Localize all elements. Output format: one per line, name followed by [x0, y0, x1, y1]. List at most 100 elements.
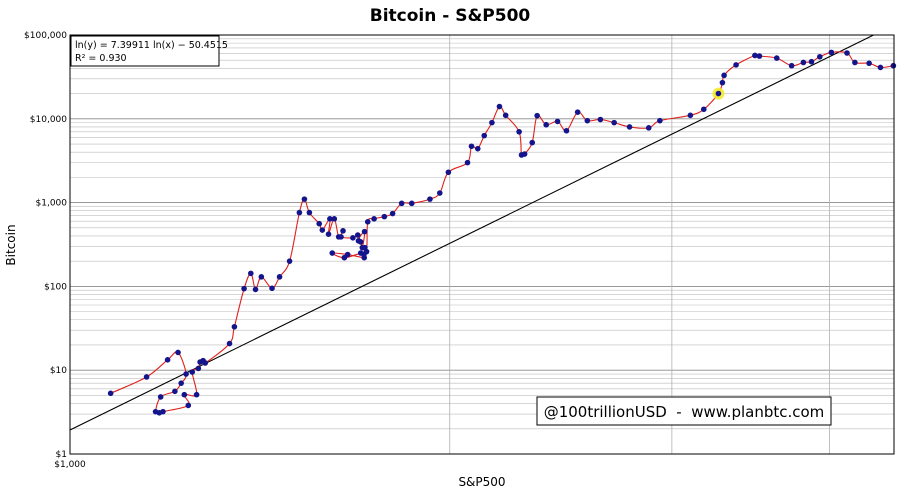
data-point — [350, 235, 356, 241]
data-point — [721, 72, 727, 79]
data-point — [325, 231, 332, 237]
data-point — [175, 349, 181, 356]
data-point — [202, 360, 209, 366]
data-point — [361, 228, 368, 235]
data-point — [381, 213, 388, 220]
data-point — [756, 53, 763, 59]
data-point — [719, 79, 726, 86]
data-point — [226, 340, 233, 347]
data-point — [338, 234, 344, 240]
fit-r-squared: R² = 0.930 — [75, 53, 127, 64]
data-point — [331, 216, 338, 222]
data-point — [252, 286, 259, 293]
data-point — [389, 210, 396, 217]
y-tick-label: $1 — [56, 450, 67, 460]
data-point — [543, 121, 549, 128]
data-point — [468, 143, 475, 150]
data-point — [363, 248, 370, 255]
data-point — [534, 112, 540, 119]
data-point — [715, 90, 722, 97]
data-point — [316, 220, 323, 227]
data-point — [296, 209, 303, 216]
data-point — [700, 106, 707, 113]
y-tick-label: $100,000 — [24, 31, 67, 41]
data-point — [354, 232, 361, 238]
data-point — [554, 118, 561, 125]
data-point — [574, 109, 581, 115]
y-tick-label: $100 — [44, 282, 67, 292]
data-point — [195, 365, 202, 372]
data-point — [817, 53, 823, 60]
data-point — [529, 139, 536, 146]
data-point — [258, 274, 265, 280]
data-point — [890, 62, 897, 69]
data-point — [481, 132, 488, 139]
fit-equation: ln(y) = 7.39911 ln(x) − 50.4515 — [75, 40, 228, 51]
data-point — [157, 394, 164, 400]
grid — [69, 35, 894, 455]
data-point — [436, 190, 443, 196]
data-point — [597, 116, 604, 123]
y-tick-label: $10 — [50, 366, 67, 376]
data-point — [626, 124, 633, 130]
data-point — [364, 219, 371, 225]
data-point — [489, 119, 495, 126]
x-axis-label: S&P500 — [458, 475, 505, 489]
equation-box: ln(y) = 7.39911 ln(x) − 50.4515 R² = 0.9… — [70, 35, 228, 67]
data-point — [341, 254, 348, 261]
data-point — [563, 127, 570, 134]
data-point — [160, 408, 166, 415]
data-point — [327, 216, 333, 222]
data-point — [611, 119, 617, 126]
data-point — [164, 357, 171, 363]
data-point — [301, 196, 308, 202]
data-point — [521, 151, 528, 157]
data-point — [502, 112, 509, 119]
data-point — [185, 402, 192, 409]
data-point — [306, 209, 313, 216]
x-tick-label: $1,000 — [54, 460, 86, 470]
data-point — [398, 200, 405, 207]
data-point — [427, 196, 433, 202]
data-point — [584, 117, 591, 124]
data-point — [474, 145, 481, 152]
data-point — [269, 285, 275, 292]
data-point — [445, 169, 452, 176]
data-point — [516, 128, 522, 135]
data-point — [276, 274, 283, 280]
y-axis-label: Bitcoin — [4, 224, 18, 265]
data-point — [877, 64, 884, 71]
data-point — [181, 391, 188, 398]
data-point — [687, 112, 694, 119]
data-point — [231, 323, 238, 330]
data-point — [248, 270, 254, 277]
data-point — [752, 52, 758, 59]
data-point — [143, 374, 150, 380]
data-point — [193, 391, 200, 398]
data-point — [361, 254, 368, 261]
data-point — [844, 50, 850, 56]
data-point — [319, 227, 326, 233]
data-point — [286, 258, 293, 264]
y-tick-label: $1,000 — [36, 199, 68, 209]
data-point — [866, 60, 872, 67]
data-points-group — [107, 49, 897, 416]
data-point — [189, 369, 196, 375]
data-point — [808, 58, 815, 65]
data-point — [241, 285, 247, 292]
watermark-box: @100trillionUSD - www.planbtc.com — [536, 396, 832, 426]
data-point — [645, 125, 652, 131]
plot-frame — [69, 34, 895, 455]
data-point — [355, 238, 362, 244]
watermark: @100trillionUSD - www.planbtc.com — [544, 403, 825, 421]
data-point — [773, 55, 780, 61]
data-point — [371, 216, 377, 222]
data-point — [800, 59, 807, 66]
data-point — [172, 388, 178, 395]
y-tick-labels: $100,000 $10,000 $1,000 $100 $10 $1 — [24, 31, 67, 460]
data-point — [340, 228, 346, 234]
chart-title: Bitcoin - S&P500 — [370, 6, 531, 26]
data-point — [183, 371, 189, 377]
data-point — [788, 62, 795, 69]
